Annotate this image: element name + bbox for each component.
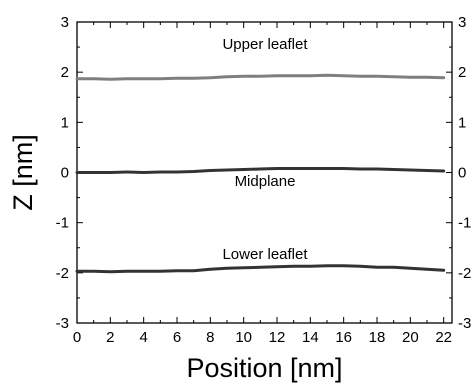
y-tick-label-left: 3 bbox=[61, 14, 69, 31]
y-tick-label-right: -3 bbox=[458, 315, 471, 332]
x-tick-label: 4 bbox=[139, 329, 147, 346]
x-tick-label: 0 bbox=[73, 329, 81, 346]
x-tick-label: 14 bbox=[302, 329, 319, 346]
y-tick-label-right: 3 bbox=[458, 14, 466, 31]
x-tick-label: 6 bbox=[173, 329, 181, 346]
y-tick-label-left: 1 bbox=[61, 114, 69, 131]
annotation-upper-leaflet: Upper leaflet bbox=[222, 36, 308, 53]
y-tick-label-right: 0 bbox=[458, 165, 466, 182]
x-tick-label: 8 bbox=[206, 329, 214, 346]
annotation-midplane: Midplane bbox=[235, 173, 296, 190]
annotations: Upper leaflet Midplane Lower leaflet bbox=[222, 36, 308, 263]
x-tick-label: 16 bbox=[335, 329, 352, 346]
y-axis-title: Z [nm] bbox=[8, 134, 38, 211]
series-layer bbox=[75, 73, 446, 274]
x-tick-label: 20 bbox=[402, 329, 419, 346]
x-tick-label: 22 bbox=[435, 329, 452, 346]
y-tick-label-left: -2 bbox=[56, 265, 69, 282]
y-tick-label-left: -3 bbox=[56, 315, 69, 332]
x-tick-label: 10 bbox=[235, 329, 252, 346]
upper-leaflet-line bbox=[75, 73, 446, 81]
y-tick-label-right: 2 bbox=[458, 64, 466, 81]
y-tick-label-left: 2 bbox=[61, 64, 69, 81]
y-tick-label-left: -1 bbox=[56, 215, 69, 232]
x-tick-label: 18 bbox=[369, 329, 386, 346]
x-tick-label: 12 bbox=[269, 329, 286, 346]
midplane-line bbox=[75, 167, 446, 174]
x-tick-label: 2 bbox=[106, 329, 114, 346]
axis-tick-labels: 0 2 4 6 8 10 12 14 16 18 20 22-3 -3-2 -2-1 -10 01 12 23 3 bbox=[56, 14, 472, 346]
y-tick-label-right: -1 bbox=[458, 215, 471, 232]
annotation-lower-leaflet: Lower leaflet bbox=[222, 246, 308, 263]
y-tick-label-right: -2 bbox=[458, 265, 471, 282]
lower-leaflet-line bbox=[75, 264, 446, 274]
y-tick-label-right: 1 bbox=[458, 114, 466, 131]
x-axis-title: Position [nm] bbox=[186, 353, 342, 383]
y-tick-label-left: 0 bbox=[61, 165, 69, 182]
